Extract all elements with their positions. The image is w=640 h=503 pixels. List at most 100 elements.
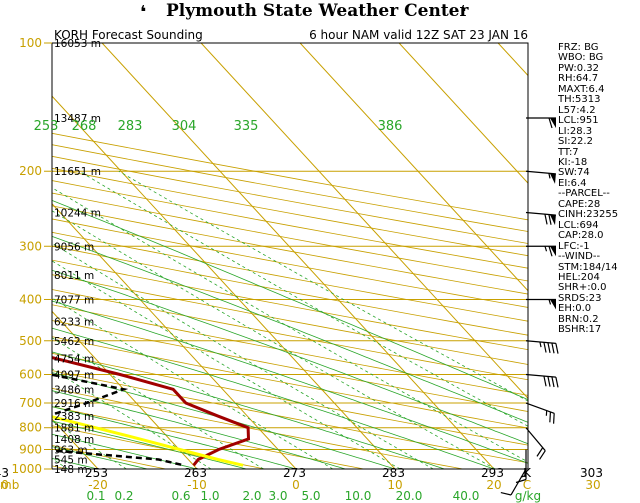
height-label: 9056 m xyxy=(54,241,94,253)
dry-adiabat-line xyxy=(52,320,528,412)
freezing-line xyxy=(52,415,244,467)
dry-adiabat-line xyxy=(52,304,528,396)
dry-adiabat-line xyxy=(52,274,528,365)
mixing-ratio-line xyxy=(118,170,528,402)
wind-barb-full xyxy=(547,342,551,354)
index-item: CINH:23255 xyxy=(558,209,619,221)
mixing-ratio-line xyxy=(52,368,212,469)
dry-adiabat-line xyxy=(52,289,528,381)
valid-time-label: 6 hour NAM valid 12Z SAT 23 JAN 16 xyxy=(309,28,528,42)
pressure-tick-label: 100 xyxy=(19,36,42,50)
pressure-tick-label: 200 xyxy=(19,164,42,178)
moist-adiabat-line xyxy=(52,235,528,423)
index-item: PW:0.32 xyxy=(558,62,599,74)
header: ❛ Plymouth State Weather Center ❛ xyxy=(0,0,640,26)
dry-adiabat-line xyxy=(52,425,265,469)
celsius-tick-label: -30 xyxy=(0,478,9,492)
mixing-ratio-label: 0.1 xyxy=(86,489,105,503)
dry-adiabat-line xyxy=(52,192,528,282)
plot-frame xyxy=(51,42,529,470)
celsius-unit-label: C xyxy=(523,478,531,492)
moist-adiabat-line xyxy=(52,433,198,469)
dry-adiabat-line xyxy=(52,245,528,336)
wind-barb-full xyxy=(548,117,553,129)
dry-adiabat-line xyxy=(52,336,528,429)
index-item: SRDS:23 xyxy=(558,292,602,304)
theta-e-label: 283 xyxy=(118,119,143,134)
index-item: --PARCEL-- xyxy=(558,188,610,200)
wind-barb-half xyxy=(544,246,548,252)
dry-adiabat-line xyxy=(52,132,528,221)
wind-barb-half xyxy=(539,341,542,348)
height-label: 1408 m xyxy=(54,434,94,446)
mixing-ratio-line xyxy=(52,187,528,463)
height-label: 963 m xyxy=(54,445,88,457)
celsius-tick-label: 10 xyxy=(387,478,402,492)
moist-adiabat-line xyxy=(52,327,495,469)
temperature-line xyxy=(52,356,251,467)
moist-adiabat-line xyxy=(52,406,297,469)
wind-barb-flag xyxy=(549,173,556,184)
mixing-ratio-label: 1.0 xyxy=(200,489,219,503)
height-label: 10244 m xyxy=(54,208,101,220)
height-label: 6233 m xyxy=(54,316,94,328)
height-label: 3486 m xyxy=(54,384,94,396)
wind-barb-flag xyxy=(550,246,556,257)
wind-barb-staff xyxy=(525,427,546,452)
kelvin-unit-label: K xyxy=(523,466,532,480)
kelvin-tick-label: 263 xyxy=(184,466,207,480)
celsius-tick-label: -20 xyxy=(88,478,108,492)
height-label: 4754 m xyxy=(54,353,94,365)
mixing-ratio-unit-label: g/kg xyxy=(515,489,541,503)
mixing-ratio-line xyxy=(52,420,127,469)
kelvin-tick-label: 283 xyxy=(382,466,405,480)
wind-barb-full xyxy=(515,478,527,484)
pressure-tick-label: 600 xyxy=(19,367,42,381)
index-item: LCL:694 xyxy=(558,219,599,231)
wind-barb-staff xyxy=(525,373,556,378)
height-label: 13487 m xyxy=(54,113,101,125)
pressure-tick-label: 700 xyxy=(19,396,42,410)
celsius-tick-label: 30 xyxy=(585,478,600,492)
flag-left-icon: ❛ xyxy=(140,2,147,23)
pressure-tick-label: 900 xyxy=(19,443,42,457)
theta-e-label: 253 xyxy=(34,119,59,134)
indices-panel: FRZ: BG WBO: BG PW:0.32 RH:64.7 MAXT:6.4 TH:5… xyxy=(558,42,640,336)
wind-barb xyxy=(500,468,527,496)
subtitle: KORH Forecast Sounding 6 hour NAM valid … xyxy=(52,28,528,42)
mixing-ratio-line xyxy=(52,337,264,469)
isotherm-line xyxy=(200,43,528,400)
index-item: BRN:0.2 xyxy=(558,313,599,325)
isotherm-line xyxy=(52,310,198,469)
mixing-ratio-label: 0.2 xyxy=(114,489,133,503)
celsius-tick-label: -10 xyxy=(187,478,207,492)
theta-e-label: 268 xyxy=(72,119,97,134)
theta-e-label: 304 xyxy=(172,119,197,134)
wind-barb-full xyxy=(500,491,512,496)
index-item: KI:-18 xyxy=(558,156,588,168)
moist-adiabat-line xyxy=(52,390,346,469)
height-label: 1881 m xyxy=(54,423,94,435)
height-label: 16053 m xyxy=(54,38,101,50)
kelvin-tick-label: 253 xyxy=(85,466,108,480)
wind-barb-full xyxy=(544,214,548,225)
pressure-tick-label: 800 xyxy=(19,421,42,435)
index-item: TH:5313 xyxy=(558,94,601,106)
wind-barb-flag xyxy=(549,214,556,226)
wind-barb-full xyxy=(543,375,547,387)
wind-barb xyxy=(525,211,556,226)
wind-barb xyxy=(525,402,555,424)
dry-adiabat-line xyxy=(52,352,528,446)
isotherm-line xyxy=(52,203,297,469)
index-item: SHR+:0.0 xyxy=(558,282,607,294)
wind-barb-full xyxy=(548,214,552,225)
index-item: CAPE:28 xyxy=(558,198,601,210)
dry-adiabat-line xyxy=(52,259,528,351)
mixing-ratio-line xyxy=(52,260,401,469)
index-item: STM:184/14 xyxy=(558,261,618,273)
index-item: EI:6.4 xyxy=(558,177,587,189)
mixing-ratio-line xyxy=(52,210,496,469)
moist-adiabat-line xyxy=(52,269,528,445)
wind-barb-full xyxy=(551,342,555,354)
